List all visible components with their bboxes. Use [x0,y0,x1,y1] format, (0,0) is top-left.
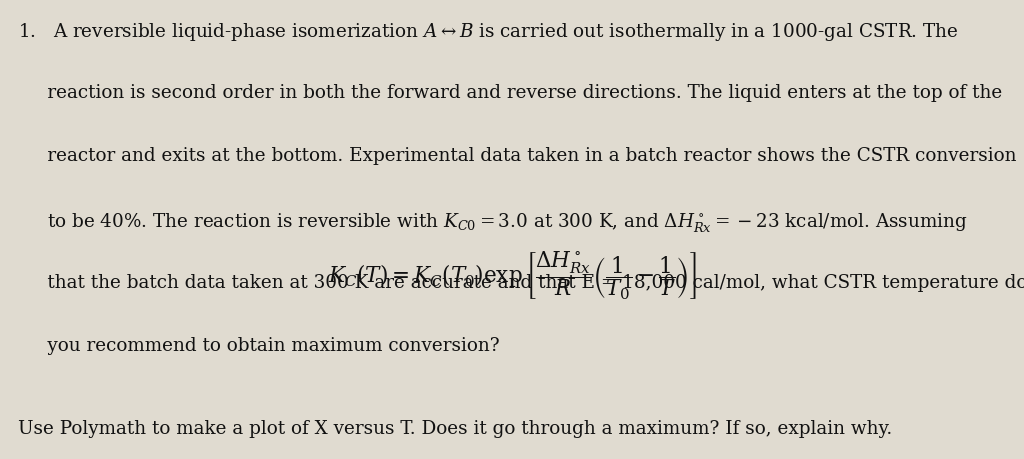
Text: $K_C(T) = K_C(T_0)\exp\left[\dfrac{\Delta H^\circ_{Rx}}{R}\left(\dfrac{1}{T_0} -: $K_C(T) = K_C(T_0)\exp\left[\dfrac{\Delt… [328,249,696,302]
Text: reactor and exits at the bottom. Experimental data taken in a batch reactor show: reactor and exits at the bottom. Experim… [18,147,1017,165]
Text: you recommend to obtain maximum conversion?: you recommend to obtain maximum conversi… [18,337,500,355]
Text: to be 40%. The reaction is reversible with $K_{C0} = 3.0$ at 300 K, and $\Delta : to be 40%. The reaction is reversible wi… [18,211,968,234]
Text: that the batch data taken at 300 K are accurate and that E = 18,000 cal/mol, wha: that the batch data taken at 300 K are a… [18,274,1024,292]
Text: reaction is second order in both the forward and reverse directions. The liquid : reaction is second order in both the for… [18,84,1002,102]
Text: Use Polymath to make a plot of X versus T. Does it go through a maximum? If so, : Use Polymath to make a plot of X versus … [18,420,893,438]
Text: 1.   A reversible liquid-phase isomerization $A \leftrightarrow B$ is carried ou: 1. A reversible liquid-phase isomerizati… [18,21,958,43]
